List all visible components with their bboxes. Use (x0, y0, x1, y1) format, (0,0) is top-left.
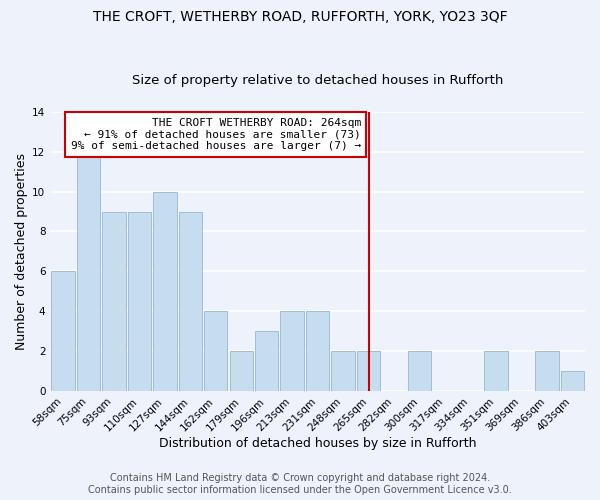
X-axis label: Distribution of detached houses by size in Rufforth: Distribution of detached houses by size … (159, 437, 476, 450)
Bar (255, 332, 278, 391)
Bar (560, 371, 584, 391)
Bar (77, 152, 100, 391)
Bar (128, 212, 151, 391)
Text: THE CROFT WETHERBY ROAD: 264sqm
← 91% of detached houses are smaller (73)
9% of : THE CROFT WETHERBY ROAD: 264sqm ← 91% of… (71, 118, 361, 151)
Text: Contains HM Land Registry data © Crown copyright and database right 2024.
Contai: Contains HM Land Registry data © Crown c… (88, 474, 512, 495)
Bar (535, 351, 559, 391)
Bar (179, 212, 202, 391)
Bar (230, 351, 253, 391)
Title: Size of property relative to detached houses in Rufforth: Size of property relative to detached ho… (132, 74, 503, 87)
Text: THE CROFT, WETHERBY ROAD, RUFFORTH, YORK, YO23 3QF: THE CROFT, WETHERBY ROAD, RUFFORTH, YORK… (92, 10, 508, 24)
Bar (484, 351, 508, 391)
Bar (102, 212, 125, 391)
Bar (51, 272, 75, 391)
Bar (357, 351, 380, 391)
Y-axis label: Number of detached properties: Number of detached properties (15, 153, 28, 350)
Bar (306, 312, 329, 391)
Bar (153, 192, 176, 391)
Bar (280, 312, 304, 391)
Bar (204, 312, 227, 391)
Bar (408, 351, 431, 391)
Bar (331, 351, 355, 391)
